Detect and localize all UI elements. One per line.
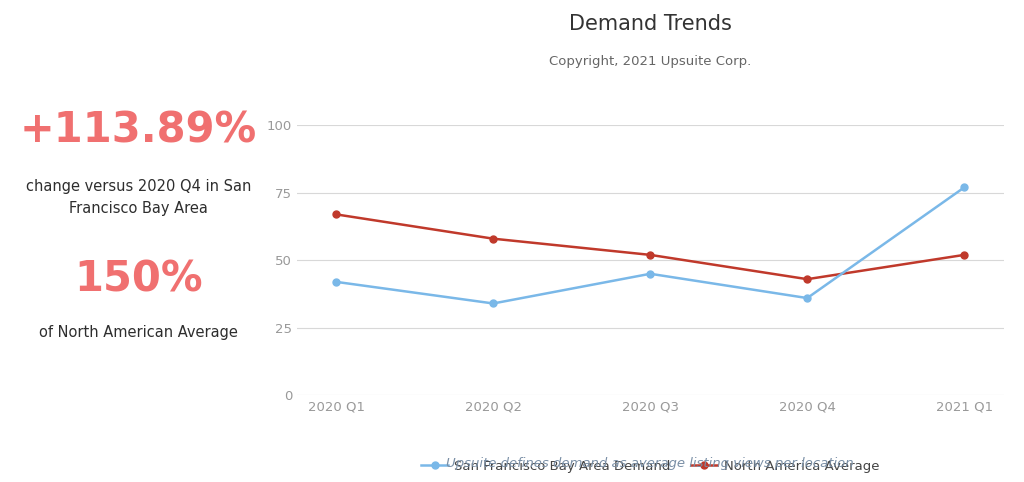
Text: +113.89%: +113.89% (19, 109, 257, 151)
Text: of North American Average: of North American Average (39, 325, 238, 340)
Text: 150%: 150% (74, 258, 203, 301)
Legend: San Francisco Bay Area Demand, North America Average: San Francisco Bay Area Demand, North Ame… (416, 455, 885, 478)
Text: Copyright, 2021 Upsuite Corp.: Copyright, 2021 Upsuite Corp. (549, 55, 752, 68)
Text: change versus 2020 Q4 in San
Francisco Bay Area: change versus 2020 Q4 in San Francisco B… (26, 179, 251, 216)
Text: Upsuite defines demand as average listing views per location: Upsuite defines demand as average listin… (446, 457, 854, 470)
Text: Demand Trends: Demand Trends (568, 14, 732, 34)
